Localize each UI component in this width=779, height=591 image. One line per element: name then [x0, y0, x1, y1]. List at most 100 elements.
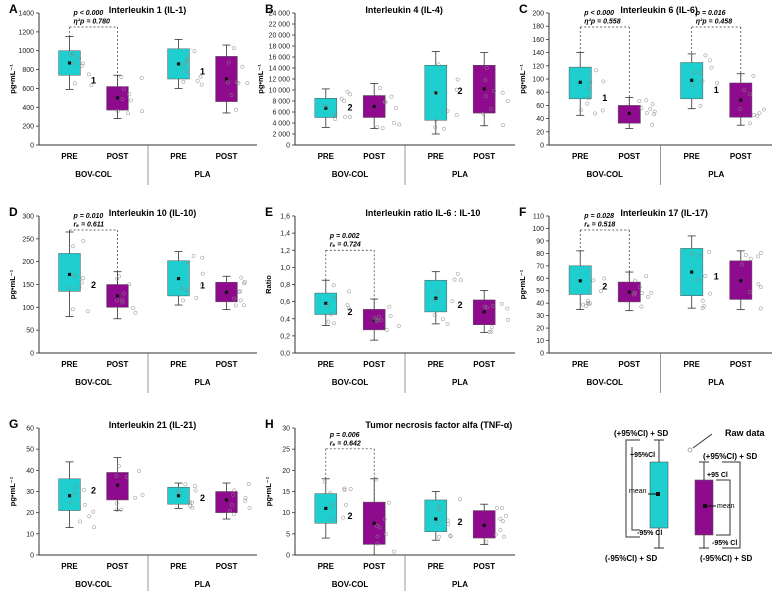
raw-data-point	[690, 251, 695, 256]
panel-h: 0 5 10 15 20 25 30 pg•mL⁻¹ H Tumor necrosis facto…	[264, 417, 515, 591]
x-tick-label: POST	[216, 562, 238, 571]
panel-d: 0 50 100 150 200 250 300 pg•mL⁻¹ D Interleukin 10…	[8, 205, 257, 393]
raw-data-point	[500, 506, 505, 510]
panel-letter: E	[265, 205, 273, 219]
y-axis-label: pg•mL⁻¹	[264, 476, 273, 506]
x-tick-label: POST	[473, 562, 495, 571]
y-tick-label: 0	[30, 553, 34, 560]
raw-data-point	[133, 310, 138, 315]
raw-data-point	[225, 80, 230, 85]
raw-data-point	[499, 301, 504, 306]
raw-data-point	[325, 303, 329, 308]
raw-data-point	[697, 253, 702, 258]
raw-data-point	[738, 107, 743, 111]
raw-data-point	[185, 56, 190, 61]
legend-pre-mean	[656, 492, 660, 496]
y-tick-label: 1000	[18, 48, 34, 55]
mean-marker	[578, 279, 582, 283]
raw-data-point	[742, 88, 747, 93]
raw-data-point	[483, 78, 488, 83]
raw-data-point	[588, 80, 593, 85]
y-tick-label: 50	[26, 328, 34, 335]
raw-data-point	[649, 290, 654, 295]
raw-data-point	[490, 304, 495, 308]
raw-data-point	[70, 307, 75, 312]
y-axis-label: pg•mL⁻¹	[518, 269, 527, 299]
stat-annotation: p = 0.010	[73, 213, 104, 220]
y-axis-label: pg•mL⁻¹	[8, 269, 17, 299]
significance-note: 2	[602, 281, 607, 291]
y-tick-label: 6 000	[272, 110, 290, 117]
y-tick-label: 8 000	[272, 99, 290, 106]
raw-data-point	[591, 278, 596, 283]
x-tick-label: PRE	[572, 360, 589, 369]
y-tick-label: 150	[22, 282, 34, 289]
significance-note: 2	[457, 300, 462, 310]
significance-note: 2	[200, 493, 205, 503]
y-tick-label: 4 000	[272, 121, 290, 128]
raw-data-point	[344, 502, 349, 507]
raw-data-point	[81, 238, 86, 243]
y-tick-label: 20	[26, 510, 34, 517]
raw-data-point	[228, 508, 232, 513]
raw-data-point	[645, 111, 649, 116]
mean-marker	[739, 279, 743, 283]
legend-minus-sd-right: (-95%Cl) + SD	[700, 554, 752, 563]
raw-data-point	[322, 479, 327, 484]
mean-marker	[434, 296, 438, 300]
y-tick-label: 100	[22, 305, 34, 312]
group-label: PLA	[452, 170, 468, 179]
legend-plus-ci-right: +95 Cl	[707, 472, 728, 479]
mean-marker	[482, 310, 486, 314]
x-tick-label: PRE	[428, 562, 445, 571]
raw-data-point	[698, 103, 703, 108]
raw-data-point	[755, 113, 760, 118]
raw-data-point	[600, 108, 605, 113]
y-tick-label: 1,6	[280, 214, 290, 221]
raw-data-point	[386, 500, 391, 505]
raw-data-point	[489, 325, 494, 330]
raw-data-point	[119, 75, 124, 80]
raw-data-point	[240, 64, 245, 69]
mean-marker	[224, 498, 229, 502]
mean-marker	[176, 276, 181, 281]
significance-note: 2	[347, 511, 352, 521]
raw-data-point	[646, 294, 650, 299]
raw-data-point	[452, 277, 457, 282]
raw-data-point	[331, 283, 336, 288]
x-tick-label: POST	[107, 152, 129, 161]
x-tick-label: POST	[618, 360, 640, 369]
raw-data-point	[126, 111, 130, 116]
raw-data-point	[67, 286, 72, 291]
raw-data-point	[247, 505, 252, 510]
raw-data-point	[345, 303, 350, 308]
raw-data-point	[489, 329, 494, 334]
group-label: PLA	[452, 580, 468, 589]
raw-data-point	[375, 125, 380, 130]
y-tick-label: 100	[532, 77, 544, 84]
panel-title: Interleukin ratio IL-6 : IL-10	[365, 208, 480, 218]
raw-data-point	[175, 488, 180, 493]
raw-data-point	[127, 282, 132, 287]
significance-note: 2	[91, 485, 96, 495]
raw-data-point	[501, 534, 506, 539]
y-tick-label: 20	[536, 326, 544, 333]
raw-data-point	[637, 284, 642, 289]
raw-data-point	[492, 88, 496, 93]
legend-mean-right: mean	[717, 503, 735, 510]
y-tick-label: 0	[30, 143, 34, 150]
raw-data-point	[339, 96, 344, 101]
y-tick-label: 20 000	[269, 33, 291, 40]
panel-title: Tumor necrosis factor alfa (TNF-α)	[365, 420, 512, 430]
raw-data-point	[326, 319, 331, 324]
y-tick-label: 200	[22, 259, 34, 266]
raw-data-point	[231, 512, 236, 517]
x-tick-label: POST	[473, 152, 495, 161]
stat-annotation: p = 0.006	[329, 432, 360, 439]
y-tick-label: 10	[282, 510, 290, 517]
raw-data-point	[650, 102, 655, 107]
raw-data-point	[637, 99, 642, 103]
mean-marker	[434, 517, 438, 521]
